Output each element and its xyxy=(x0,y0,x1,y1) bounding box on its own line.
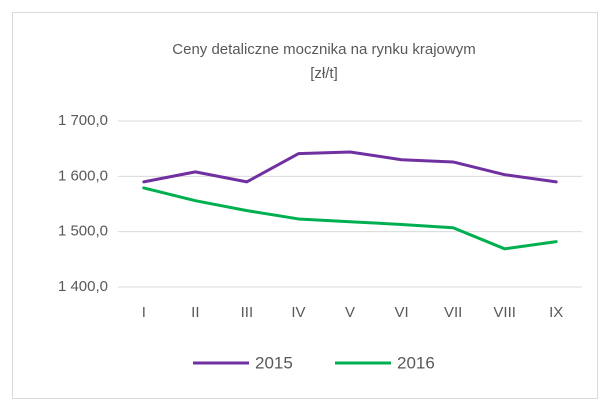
x-tick-label: I xyxy=(142,304,146,321)
x-tick-label: IV xyxy=(291,304,305,321)
x-tick-label: VI xyxy=(394,304,408,321)
x-tick-label: V xyxy=(345,304,355,321)
x-tick-label: IX xyxy=(549,304,563,321)
x-tick-label: II xyxy=(191,304,199,321)
y-tick-label: 1 600,0 xyxy=(58,167,108,184)
y-tick-label: 1 400,0 xyxy=(58,278,108,295)
series-line xyxy=(142,186,558,251)
y-tick-label: 1 700,0 xyxy=(58,112,108,129)
y-tick-label: 1 500,0 xyxy=(58,223,108,240)
series-line xyxy=(142,150,558,184)
chart-title: Ceny detaliczne mocznika na rynku krajow… xyxy=(172,41,475,58)
x-tick-label: III xyxy=(241,304,254,321)
legend-label: 2015 xyxy=(255,353,293,372)
x-tick-label: VII xyxy=(444,304,462,321)
legend-label: 2016 xyxy=(397,353,435,372)
chart-subtitle: [zł/t] xyxy=(310,65,338,82)
x-tick-label: VIII xyxy=(493,304,516,321)
chart-frame xyxy=(12,12,598,399)
